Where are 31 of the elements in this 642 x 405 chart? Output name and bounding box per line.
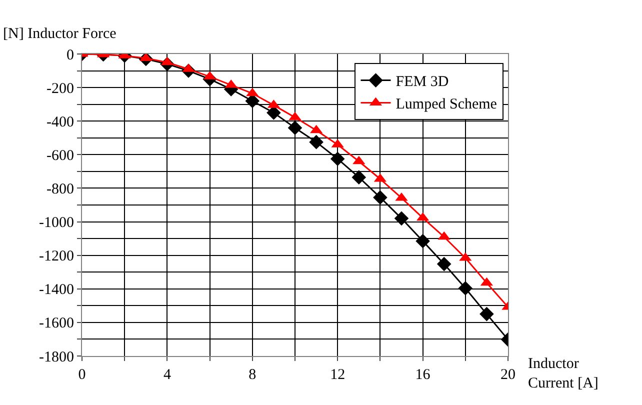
point	[309, 134, 324, 150]
point	[416, 234, 430, 248]
x-tick-label: 12	[330, 367, 346, 383]
point	[373, 190, 388, 205]
x-tick-label: 8	[248, 367, 256, 383]
y-tick-label: -1200	[39, 248, 74, 265]
x-tick-label: 20	[500, 367, 516, 383]
x-axis-title: Inductor Current [A]	[528, 356, 598, 392]
y-tick-label: -1600	[39, 316, 74, 332]
point	[266, 106, 281, 120]
x-tick-label: 4	[163, 367, 172, 383]
y-tick-label: 0	[66, 47, 74, 64]
y-tick-label: -1400	[39, 282, 74, 298]
y-tick-label: -600	[46, 148, 74, 164]
point	[330, 152, 345, 166]
point	[288, 120, 302, 135]
x-tick-label: 16	[415, 367, 431, 383]
y-tick-label: -200	[46, 80, 74, 97]
point	[436, 256, 452, 272]
legend-label: Lumped Scheme	[396, 96, 498, 113]
legend-label: FEM 3D	[396, 74, 449, 90]
point	[458, 281, 473, 296]
point	[394, 211, 409, 226]
point	[480, 306, 494, 322]
point	[352, 170, 366, 184]
y-axis-title: [N] Inductor Force	[3, 26, 117, 42]
y-tick-label: -1800	[39, 349, 74, 366]
y-tick-label: -1000	[39, 215, 74, 232]
x-tick-label: 0	[78, 367, 86, 383]
y-tick-label: -800	[46, 181, 74, 198]
y-tick-label: -400	[46, 114, 74, 130]
